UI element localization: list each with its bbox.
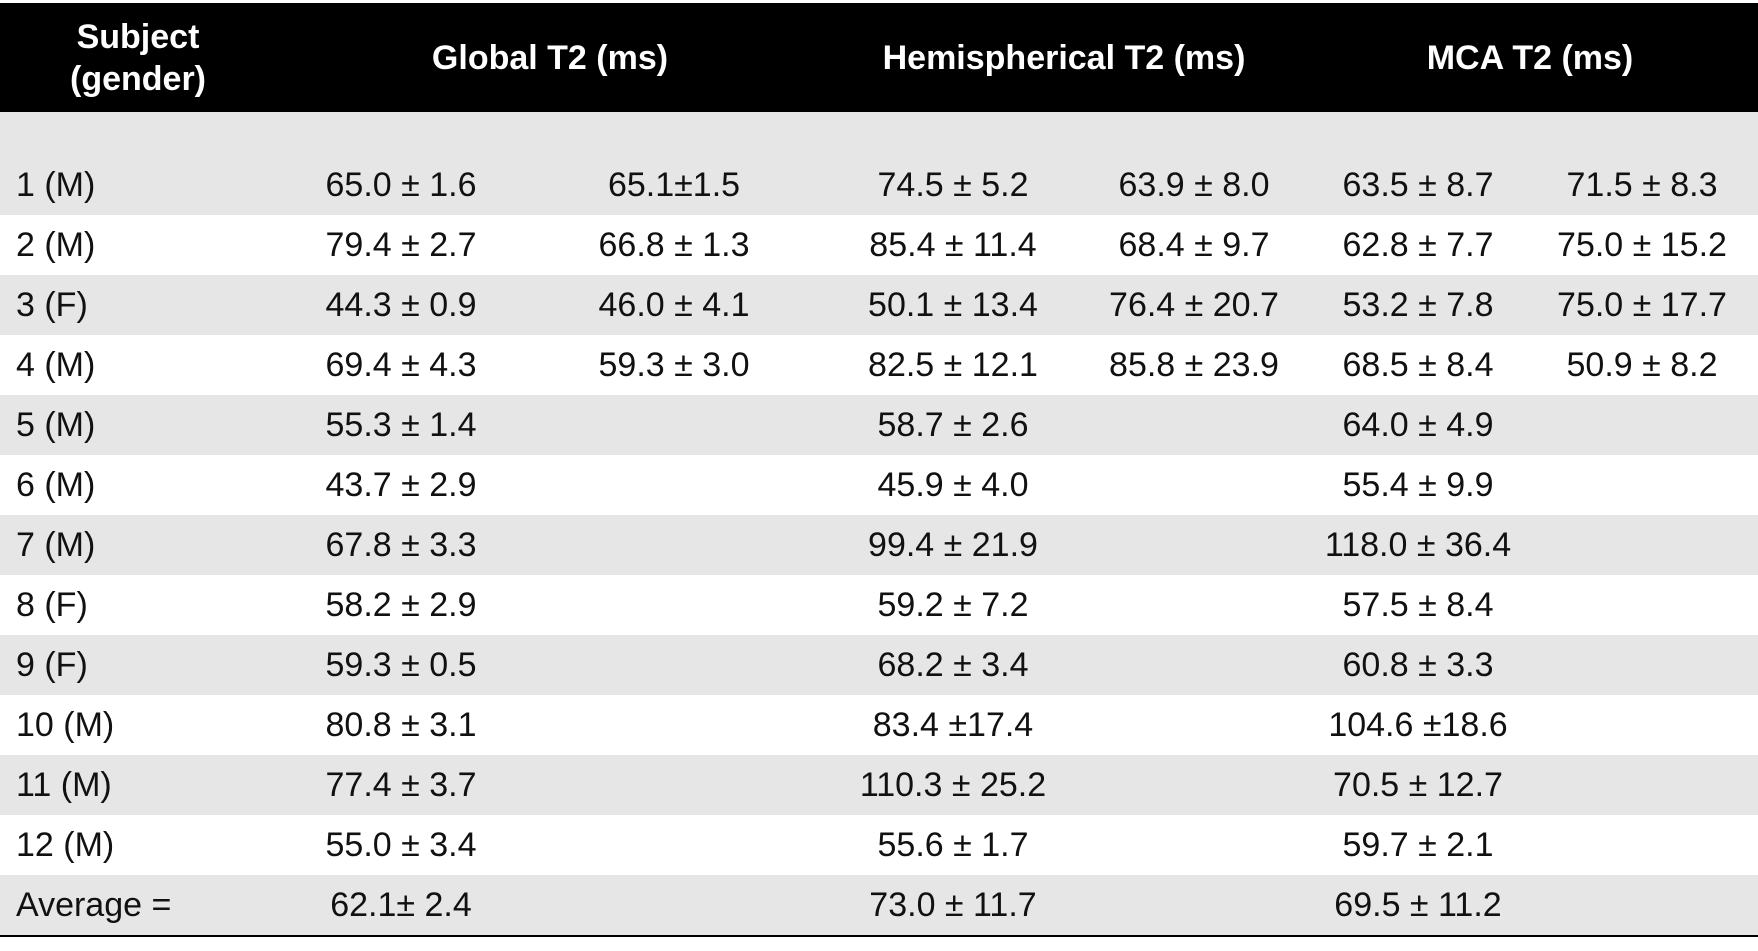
subject-cell: 5 (M) — [16, 406, 96, 444]
value-cell: 55.4 ± 9.9 — [1342, 466, 1494, 504]
value-cell: 75.0 ± 17.7 — [1557, 286, 1727, 324]
subject-cell: 3 (F) — [16, 286, 88, 324]
subject-cell: 4 (M) — [16, 346, 96, 384]
value-cell: 44.3 ± 0.9 — [325, 286, 477, 324]
value-cell: 59.7 ± 2.1 — [1342, 826, 1494, 864]
subject-cell: 12 (M) — [16, 826, 115, 864]
row-band — [0, 875, 1758, 935]
value-cell: 65.1±1.5 — [607, 166, 741, 204]
value-cell: 69.5 ± 11.2 — [1334, 886, 1502, 924]
value-cell: 68.5 ± 8.4 — [1342, 346, 1494, 384]
value-cell: 69.4 ± 4.3 — [325, 346, 477, 384]
value-cell: 55.3 ± 1.4 — [325, 406, 477, 444]
value-cell: 76.4 ± 20.7 — [1109, 286, 1279, 324]
value-cell: 70.5 ± 12.7 — [1333, 766, 1503, 804]
value-cell: 83.4 ±17.4 — [872, 706, 1034, 744]
value-cell: 57.5 ± 8.4 — [1342, 586, 1494, 624]
row-band — [0, 112, 1758, 215]
value-cell: 79.4 ± 2.7 — [325, 226, 477, 264]
value-cell: 85.8 ± 23.9 — [1109, 346, 1279, 384]
value-cell: 62.8 ± 7.7 — [1342, 226, 1494, 264]
subject-cell: 6 (M) — [16, 466, 96, 504]
value-cell: 74.5 ± 5.2 — [877, 166, 1029, 204]
value-cell: 110.3 ± 25.2 — [859, 766, 1047, 804]
value-cell: 75.0 ± 15.2 — [1557, 226, 1727, 264]
value-cell: 63.9 ± 8.0 — [1118, 166, 1270, 204]
subject-cell: Average = — [16, 886, 172, 924]
subject-cell: 10 (M) — [16, 706, 115, 744]
value-cell: 71.5 ± 8.3 — [1566, 166, 1718, 204]
row-band — [0, 395, 1758, 455]
value-cell: 77.4 ± 3.7 — [325, 766, 477, 804]
value-cell: 104.6 ±18.6 — [1328, 706, 1508, 744]
value-cell: 46.0 ± 4.1 — [598, 286, 750, 324]
value-cell: 66.8 ± 1.3 — [598, 226, 750, 264]
subject-cell: 1 (M) — [16, 166, 96, 204]
value-cell: 55.6 ± 1.7 — [877, 826, 1029, 864]
header-cell: Global T2 (ms) — [431, 39, 669, 77]
header-cell: MCA T2 (ms) — [1426, 39, 1634, 77]
value-cell: 63.5 ± 8.7 — [1342, 166, 1494, 204]
value-cell: 68.4 ± 9.7 — [1118, 226, 1270, 264]
value-cell: 118.0 ± 36.4 — [1324, 526, 1512, 564]
row-band — [0, 755, 1758, 815]
value-cell: 67.8 ± 3.3 — [325, 526, 477, 564]
subject-cell: 8 (F) — [16, 586, 88, 624]
value-cell: 50.1 ± 13.4 — [868, 286, 1038, 324]
value-cell: 80.8 ± 3.1 — [325, 706, 477, 744]
value-cell: 68.2 ± 3.4 — [877, 646, 1029, 684]
row-band — [0, 275, 1758, 335]
value-cell: 73.0 ± 11.7 — [869, 886, 1037, 924]
value-cell: 99.4 ± 21.9 — [868, 526, 1038, 564]
value-cell: 60.8 ± 3.3 — [1342, 646, 1494, 684]
subject-cell: 9 (F) — [16, 646, 88, 684]
value-cell: 59.3 ± 0.5 — [325, 646, 477, 684]
row-band — [0, 635, 1758, 695]
bottom-rule — [0, 933, 1758, 937]
header-cell: Subject (gender) — [70, 18, 206, 98]
subject-cell: 2 (M) — [16, 226, 96, 264]
value-cell: 43.7 ± 2.9 — [325, 466, 477, 504]
header-bar: Subject (gender) Global T2 (ms) Hemisphe… — [0, 3, 1758, 112]
value-cell: 59.3 ± 3.0 — [598, 346, 750, 384]
value-cell: 58.2 ± 2.9 — [325, 586, 477, 624]
value-cell: 59.2 ± 7.2 — [877, 586, 1029, 624]
subject-cell: 7 (M) — [16, 526, 96, 564]
value-cell: 53.2 ± 7.8 — [1342, 286, 1494, 324]
value-cell: 85.4 ± 11.4 — [869, 226, 1037, 264]
value-cell: 82.5 ± 12.1 — [868, 346, 1038, 384]
row-band — [0, 515, 1758, 575]
value-cell: 58.7 ± 2.6 — [877, 406, 1029, 444]
value-cell: 62.1± 2.4 — [330, 886, 472, 924]
header-cell: Hemispherical T2 (ms) — [882, 39, 1246, 77]
value-cell: 64.0 ± 4.9 — [1342, 406, 1494, 444]
value-cell: 65.0 ± 1.6 — [325, 166, 477, 204]
value-cell: 45.9 ± 4.0 — [877, 466, 1029, 504]
value-cell: 55.0 ± 3.4 — [325, 826, 477, 864]
value-cell: 50.9 ± 8.2 — [1566, 346, 1718, 384]
subject-cell: 11 (M) — [16, 766, 112, 804]
